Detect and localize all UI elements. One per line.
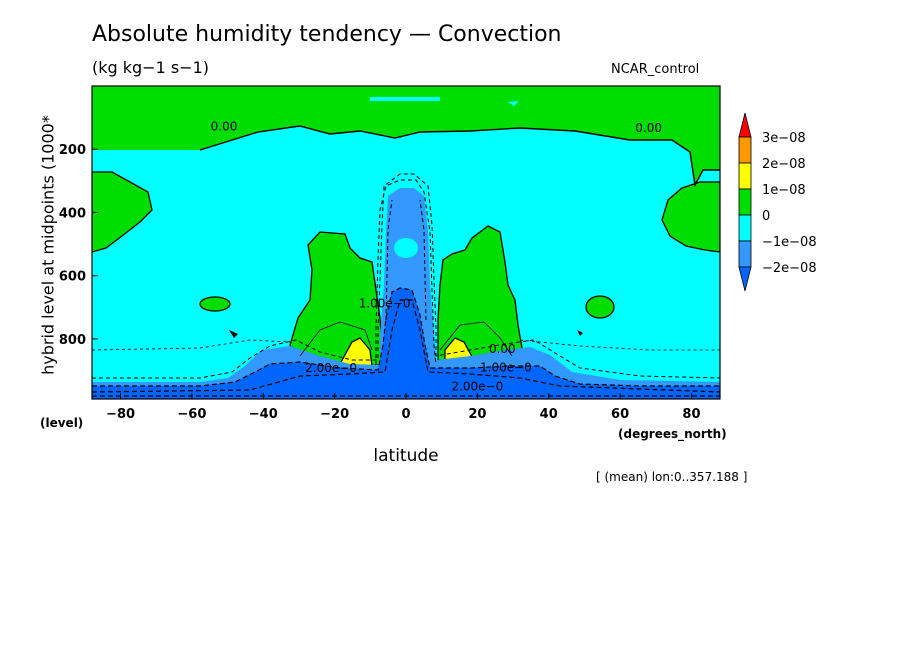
pos-contour-left [299, 321, 373, 357]
colorbar-label: 3e−08 [762, 131, 806, 146]
x-tick-label: 80 [682, 407, 700, 422]
colorbar-top-arrow [738, 112, 752, 138]
colorbar-swatch [738, 188, 752, 216]
neg1-contour-inner [375, 179, 437, 366]
chart-title: Absolute humidity tendency — Convection [92, 22, 562, 47]
run-label: NCAR_control [611, 62, 700, 77]
x-tick-label: −80 [106, 407, 135, 422]
y-tick-label: 400 [59, 206, 86, 221]
field-green-left-high [92, 171, 153, 253]
contour-label: 0.00 [635, 121, 662, 135]
x-tick-label: 0 [401, 407, 410, 422]
colorbar-label: −2e−08 [762, 261, 817, 276]
contour-label: 0.00 [489, 342, 516, 356]
center-dash-left [385, 199, 393, 321]
zero-contour-upper [199, 125, 720, 188]
x-tick-label: 20 [468, 407, 486, 422]
contour-label: 1.00e−0 [480, 360, 532, 374]
y-tick-label: 800 [59, 333, 86, 348]
units-label: (kg kg−1 s−1) [92, 58, 210, 77]
contour-label: 0.00 [211, 119, 238, 133]
neg1-contour-outer [92, 173, 720, 379]
x-tick-label: 60 [611, 407, 629, 422]
plot-field [92, 86, 720, 399]
field-green-right-small [585, 295, 615, 319]
colorbar-swatch [738, 214, 752, 242]
pos-contour-right [439, 321, 513, 357]
contour-label: 1.00e−0 [359, 296, 411, 310]
contour-label: 2.00e−0 [451, 379, 503, 393]
x-axis-label: latitude [373, 446, 439, 466]
x-tick-label: −20 [320, 407, 349, 422]
y-axis-unit: (level) [40, 416, 84, 430]
neg2-contour-a [92, 287, 720, 387]
colorbar-label: 2e−08 [762, 157, 806, 172]
marker-right [577, 330, 583, 336]
colorbar-bottom-arrow [738, 266, 752, 292]
colorbar-boxes: 3e−08 2e−08 1e−08 0 −1e−08 −2e−08 [738, 131, 817, 276]
x-tick-label: −40 [249, 407, 278, 422]
colorbar-swatch [738, 162, 752, 190]
contour-label: 2.00e−0 [305, 361, 357, 375]
contour-labels: 0.00 0.00 1.00e−0 2.00e−0 0.00 1.00e−0 2.00e−0 [211, 119, 662, 393]
field-green-left-small [199, 296, 231, 312]
lower-dash-right [519, 339, 720, 351]
marker-left [229, 330, 238, 338]
field-deep-blue [92, 288, 720, 399]
y-tick-label: 200 [59, 143, 86, 158]
y-axis-ticks: 200 400 600 800 [59, 143, 98, 348]
lower-dash-left [92, 339, 291, 351]
x-axis-ticks: −80 −60 −40 −20 0 20 40 60 80 [106, 393, 701, 422]
field-cyan-hole [394, 238, 418, 258]
x-tick-label: 40 [540, 407, 558, 422]
colorbar-swatch [738, 136, 752, 164]
x-tick-label: −60 [177, 407, 206, 422]
colorbar-swatch [738, 240, 752, 268]
center-dash-right [419, 199, 427, 321]
field-green-right-high [661, 181, 720, 253]
field-cyan-streak [370, 97, 440, 101]
footnote: [ (mean) lon:0..357.188 ] [596, 470, 748, 484]
colorbar-label: 0 [762, 209, 770, 224]
field-cyan-blip [508, 101, 519, 106]
y-tick-label: 600 [59, 270, 86, 285]
neg2-contour-b [92, 299, 720, 393]
colorbar-legend: 3e−08 2e−08 1e−08 0 −1e−08 −2e−08 [738, 112, 817, 292]
x-axis-unit: (degrees_north) [618, 427, 727, 441]
colorbar-label: 1e−08 [762, 183, 806, 198]
colorbar-label: −1e−08 [762, 235, 817, 250]
